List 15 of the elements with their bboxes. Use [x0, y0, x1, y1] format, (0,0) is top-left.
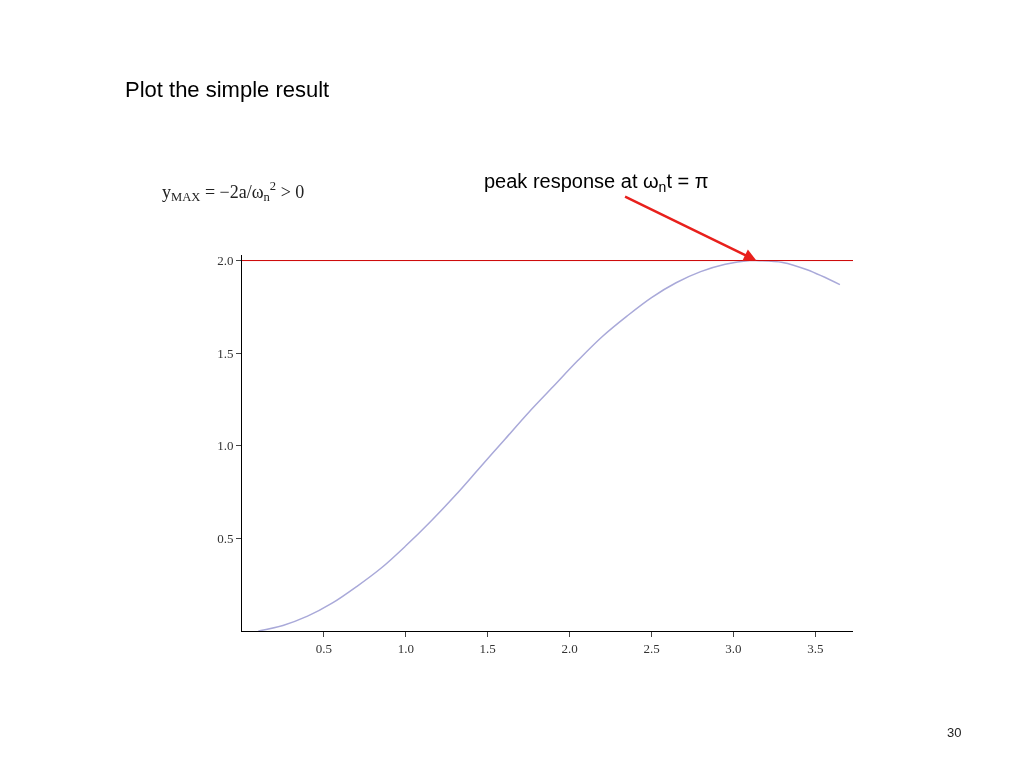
annotation: peak response at ω$_{n}$t = π	[484, 170, 709, 196]
chart-title: Plot the simple result	[125, 76, 330, 102]
text: y$_{MAX}$ = −2a/ω$_{n}$$^{2}$ > 0	[162, 179, 305, 205]
x-tick-label: 3.5	[807, 640, 824, 656]
x-tick-label: 3.0	[725, 640, 742, 656]
x-tick-label: 1.0	[397, 640, 414, 656]
text: 30	[947, 725, 962, 740]
y-tick-label: 2.0	[217, 253, 234, 269]
x-tick-label: 2.0	[561, 640, 578, 656]
y-tick-label: 1.5	[217, 345, 234, 361]
y-tick-label: 0.5	[217, 530, 234, 546]
y-tick-label: 1.0	[217, 438, 234, 454]
x-tick-label: 2.5	[643, 640, 660, 656]
x-tick-label: 0.5	[315, 640, 333, 656]
x-tick-label: 1.5	[479, 640, 496, 656]
